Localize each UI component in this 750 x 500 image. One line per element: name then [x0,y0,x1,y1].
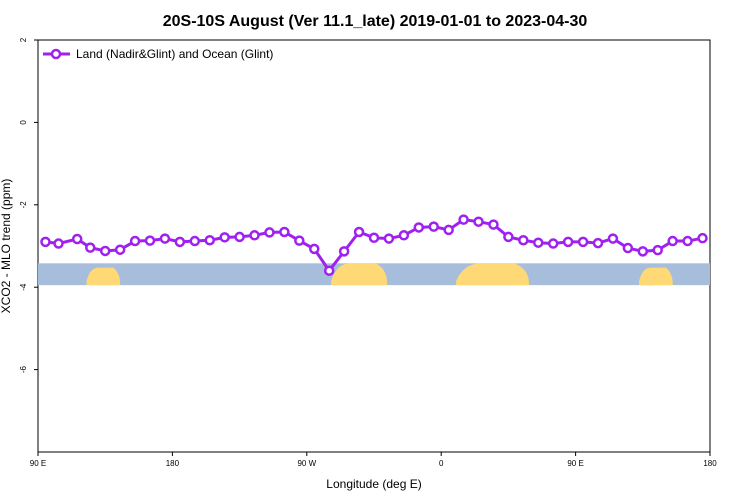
chart-title: 20S-10S August (Ver 11.1_late) 2019-01-0… [163,13,588,30]
y-tick-label-2: -2 [19,201,28,209]
land-segment-3 [639,267,673,286]
data-point-5 [114,244,126,255]
data-point-32 [518,234,529,246]
x-tick-label-2: 90 W [297,459,316,468]
data-point-21 [353,226,365,238]
x-tick-label-3: 0 [439,459,444,468]
data-point-43 [682,235,693,247]
data-point-17 [294,235,305,246]
y-tick-label-3: 0 [19,120,28,125]
data-point-42 [667,235,678,247]
data-point-0 [40,236,51,248]
data-point-16 [279,226,290,238]
data-point-4 [99,245,111,257]
data-point-2 [71,233,83,245]
background-band [38,263,710,286]
land-segment-1 [331,263,388,286]
data-point-9 [174,236,186,248]
y-tick-label-1: -4 [19,283,28,291]
plot-frame [37,39,711,453]
x-tick-label-5: 180 [703,459,717,468]
data-point-38 [607,233,619,244]
legend-label: Land (Nadir&Glint) and Ocean (Glint) [76,47,273,61]
data-point-11 [204,234,215,246]
series-line-0 [45,218,703,273]
data-series [40,214,708,276]
y-axis-label: XCO2 - MLO trend (ppm) [0,179,13,314]
legend-marker [50,48,62,60]
data-point-7 [144,235,156,246]
y-tick-label-4: 2 [19,37,28,42]
data-point-35 [562,236,574,248]
data-point-14 [249,230,260,241]
data-point-31 [503,231,514,243]
data-point-13 [234,231,245,243]
data-point-8 [159,233,171,244]
data-point-25 [413,222,425,233]
y-tick-label-0: -6 [19,365,28,373]
data-point-44 [697,232,708,244]
data-point-40 [637,246,649,257]
x-tick-label-1: 180 [166,459,180,468]
data-point-36 [577,236,589,248]
data-point-6 [129,235,141,247]
data-point-39 [622,242,634,254]
data-point-18 [309,243,320,255]
data-point-30 [488,219,499,230]
data-point-29 [473,216,484,227]
data-point-10 [189,235,201,247]
data-point-20 [338,246,350,257]
data-point-26 [428,221,439,232]
data-point-1 [53,238,64,249]
land-segment-0 [86,267,121,286]
x-tick-label-0: 90 E [30,459,46,468]
data-point-23 [383,233,395,244]
axes: 90 E 180 90 W 0 90 E 180 -6 -4 -2 0 2 [19,37,717,468]
data-point-34 [547,238,559,249]
data-point-24 [398,230,410,241]
data-point-33 [533,237,544,248]
x-tick-label-4: 90 E [567,459,583,468]
legend: Land (Nadir&Glint) and Ocean (Glint) [43,47,273,61]
data-point-37 [592,237,604,249]
data-point-27 [443,224,454,236]
data-point-12 [219,232,230,243]
x-axis-label: Longitude (deg E) [326,477,421,491]
data-point-15 [264,227,275,238]
data-point-41 [652,244,663,256]
data-point-19 [323,265,335,276]
data-point-22 [368,232,380,244]
land-segment-2 [456,263,529,286]
data-point-3 [85,242,96,253]
data-point-28 [458,214,469,225]
